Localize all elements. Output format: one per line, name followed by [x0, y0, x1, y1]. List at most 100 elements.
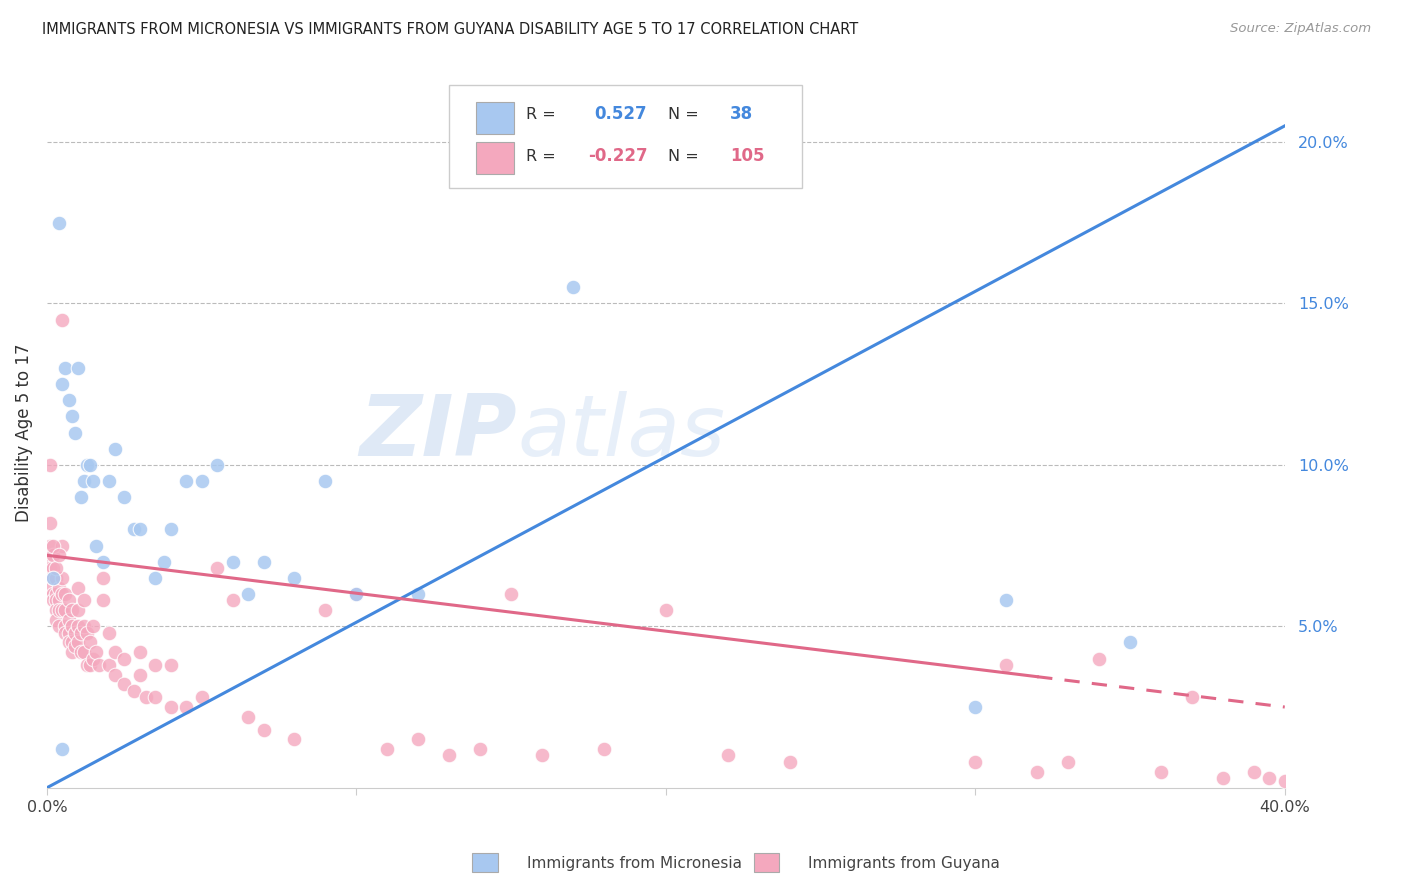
Point	[63, 425, 86, 440]
Point	[45, 593, 67, 607]
Point	[51, 377, 73, 392]
Point	[531, 748, 554, 763]
Point	[66, 581, 89, 595]
Bar	[472, 853, 498, 872]
Point	[45, 571, 67, 585]
Point	[73, 645, 96, 659]
Point	[174, 700, 197, 714]
FancyBboxPatch shape	[477, 142, 513, 174]
Point	[73, 619, 96, 633]
Point	[42, 549, 65, 563]
Point	[51, 571, 73, 585]
Point	[221, 555, 243, 569]
Point	[717, 748, 740, 763]
Point	[66, 635, 89, 649]
Point	[104, 667, 127, 681]
Point	[143, 658, 166, 673]
Point	[468, 742, 491, 756]
Point	[70, 490, 93, 504]
Point	[1212, 771, 1234, 785]
Point	[1119, 635, 1142, 649]
FancyBboxPatch shape	[449, 85, 801, 187]
Point	[205, 561, 228, 575]
Point	[82, 619, 104, 633]
Point	[655, 603, 678, 617]
Point	[1274, 774, 1296, 789]
Point	[48, 619, 70, 633]
Bar	[754, 853, 779, 872]
Point	[55, 603, 77, 617]
Point	[48, 549, 70, 563]
Point	[60, 409, 83, 424]
Point	[55, 619, 77, 633]
Point	[283, 571, 305, 585]
Point	[45, 603, 67, 617]
Point	[91, 555, 114, 569]
Text: Immigrants from Micronesia: Immigrants from Micronesia	[527, 856, 742, 871]
Point	[39, 581, 62, 595]
Point	[76, 658, 98, 673]
Point	[51, 539, 73, 553]
Point	[159, 523, 181, 537]
Point	[174, 474, 197, 488]
Point	[39, 555, 62, 569]
Text: 38: 38	[730, 105, 754, 123]
Point	[122, 523, 145, 537]
Point	[1057, 755, 1080, 769]
Point	[406, 587, 429, 601]
Point	[51, 742, 73, 756]
Text: ZIP: ZIP	[360, 391, 517, 474]
Point	[73, 474, 96, 488]
Point	[86, 645, 108, 659]
Point	[995, 658, 1018, 673]
Point	[89, 658, 111, 673]
Point	[60, 603, 83, 617]
Point	[143, 690, 166, 705]
Point	[501, 587, 523, 601]
Point	[58, 593, 80, 607]
Point	[58, 635, 80, 649]
Point	[252, 723, 274, 737]
Point	[104, 645, 127, 659]
Point	[1088, 651, 1111, 665]
Point	[76, 625, 98, 640]
Point	[128, 523, 150, 537]
Point	[66, 361, 89, 376]
Text: Immigrants from Guyana: Immigrants from Guyana	[808, 856, 1000, 871]
Point	[344, 587, 367, 601]
Point	[112, 490, 135, 504]
Point	[42, 593, 65, 607]
Point	[55, 587, 77, 601]
Point	[42, 571, 65, 585]
Point	[48, 603, 70, 617]
Point	[60, 619, 83, 633]
Point	[63, 639, 86, 653]
Point	[42, 561, 65, 575]
Point	[406, 732, 429, 747]
Text: N =: N =	[668, 149, 704, 164]
Point	[51, 312, 73, 326]
Text: Source: ZipAtlas.com: Source: ZipAtlas.com	[1230, 22, 1371, 36]
Text: 0.527: 0.527	[593, 105, 647, 123]
Point	[159, 700, 181, 714]
Point	[66, 603, 89, 617]
Point	[779, 755, 801, 769]
Text: IMMIGRANTS FROM MICRONESIA VS IMMIGRANTS FROM GUYANA DISABILITY AGE 5 TO 17 CORR: IMMIGRANTS FROM MICRONESIA VS IMMIGRANTS…	[42, 22, 859, 37]
Point	[48, 593, 70, 607]
Point	[437, 748, 460, 763]
Point	[236, 710, 259, 724]
Point	[1181, 690, 1204, 705]
Point	[58, 393, 80, 408]
Point	[112, 677, 135, 691]
Text: R =: R =	[526, 107, 561, 122]
Text: atlas: atlas	[517, 391, 725, 474]
Point	[344, 587, 367, 601]
Point	[128, 667, 150, 681]
FancyBboxPatch shape	[477, 103, 513, 135]
Point	[39, 516, 62, 530]
Point	[70, 625, 93, 640]
Point	[190, 690, 212, 705]
Point	[55, 361, 77, 376]
Point	[159, 658, 181, 673]
Point	[314, 474, 336, 488]
